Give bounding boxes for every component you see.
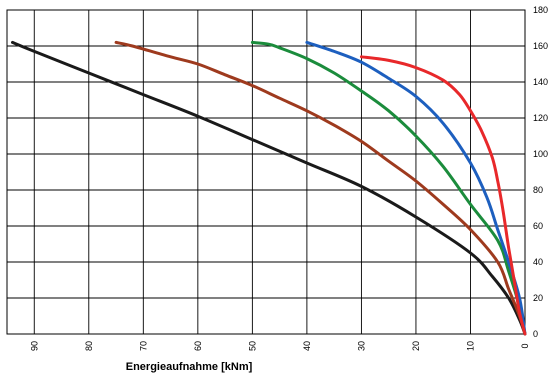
- y-tick-label: 100: [533, 149, 548, 159]
- y-tick-label: 80: [533, 185, 543, 195]
- x-tick-label: 40: [302, 341, 312, 351]
- y-tick-label: 160: [533, 41, 548, 51]
- x-tick-label: 0: [520, 343, 530, 348]
- x-tick-label: 80: [84, 341, 94, 351]
- x-tick-labels: 90 80 70 60 50 40 30 20 10 0: [29, 341, 530, 351]
- x-tick-label: 30: [356, 341, 366, 351]
- y-tick-label: 40: [533, 257, 543, 267]
- x-axis-label: Energieaufnahme [kNm]: [126, 361, 253, 373]
- y-tick-label: 60: [533, 221, 543, 231]
- series-line-4: [305, 40, 527, 336]
- x-tick-label: 50: [247, 341, 257, 351]
- plot-frame: [6, 9, 526, 335]
- y-tick-label: 0: [533, 329, 538, 339]
- y-tick-labels: 0 20 40 60 80 100 120 140 160 180: [533, 5, 548, 339]
- y-tick-label: 120: [533, 113, 548, 123]
- x-tick-label: 70: [138, 341, 148, 351]
- series-line-2: [114, 40, 527, 336]
- series-line-1: [11, 40, 527, 336]
- y-tick-label: 140: [533, 77, 548, 87]
- x-tick-label: 10: [465, 341, 475, 351]
- series-line-5: [359, 55, 527, 336]
- series-line-3: [250, 40, 527, 336]
- x-tick-label: 20: [411, 341, 421, 351]
- y-tick-label: 20: [533, 293, 543, 303]
- series-layer: [11, 40, 527, 336]
- x-tick-label: 60: [193, 341, 203, 351]
- y-tick-label: 180: [533, 5, 548, 15]
- x-tick-label: 90: [29, 341, 39, 351]
